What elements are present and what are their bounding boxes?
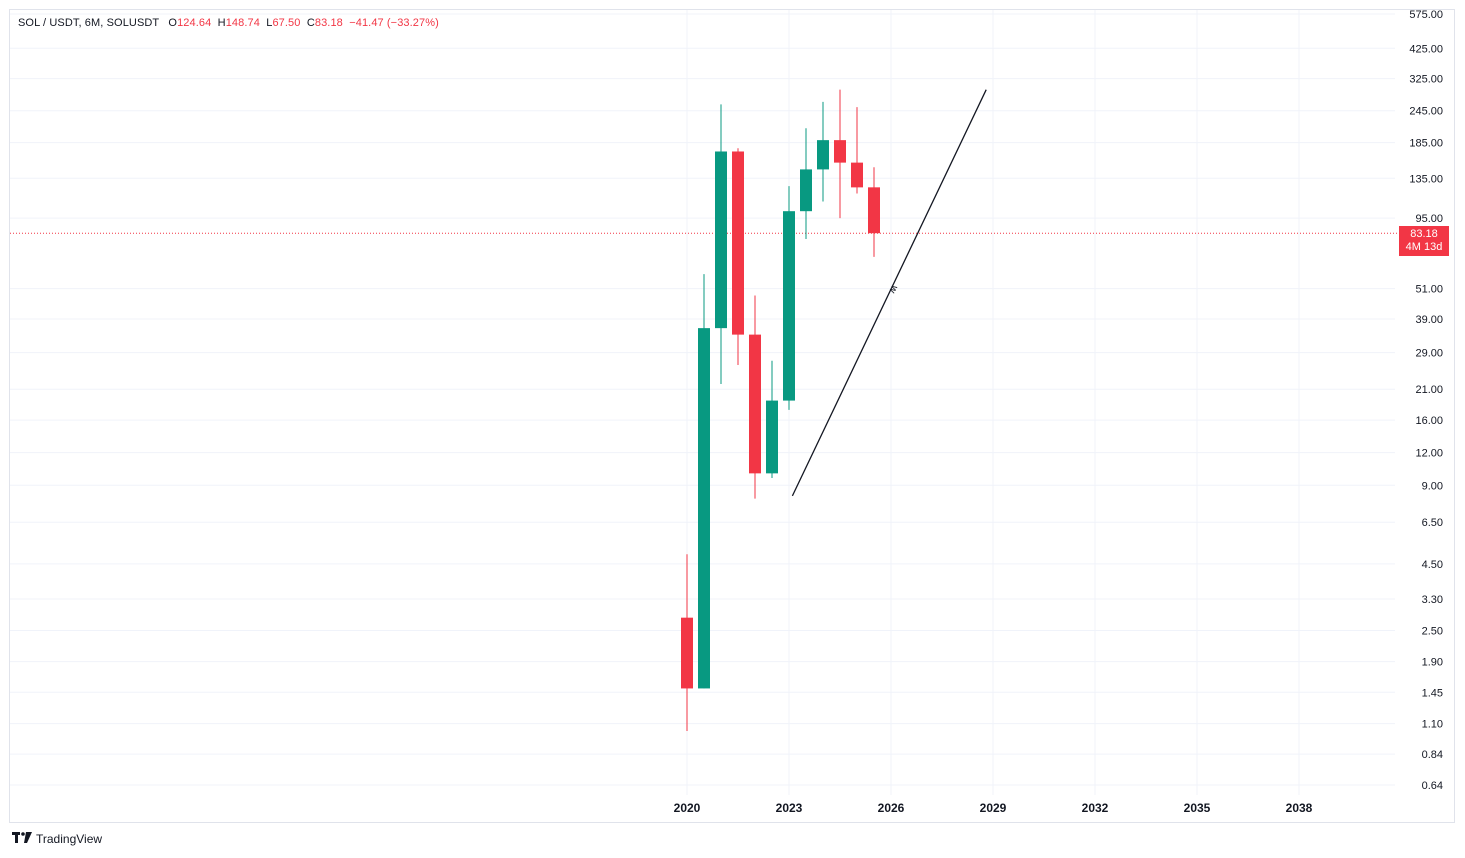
candle — [800, 128, 812, 240]
candle-body — [766, 400, 778, 474]
price-tick-label: 95.00 — [1415, 213, 1443, 225]
price-tick-label: 0.84 — [1422, 749, 1443, 761]
trendline[interactable] — [791, 89, 987, 497]
candle-body — [732, 151, 744, 335]
price-tick-label: 185.00 — [1409, 138, 1443, 150]
brand-name: TradingView — [36, 832, 103, 846]
close-label: C — [306, 17, 315, 29]
candle — [732, 148, 744, 366]
low-value: 67.50 — [272, 17, 301, 29]
candle — [681, 554, 693, 732]
price-tick-label: 135.00 — [1409, 173, 1443, 185]
time-tick-label: 2026 — [878, 801, 905, 815]
candles — [681, 89, 880, 732]
price-tick-label: 575.00 — [1409, 9, 1443, 21]
price-tick-label: 0.64 — [1422, 780, 1443, 792]
candle-body — [817, 140, 829, 170]
time-tick-label: 2020 — [674, 801, 701, 815]
price-tick-label: 4.50 — [1422, 559, 1443, 571]
open-label: O — [168, 17, 178, 29]
price-tick-label: 245.00 — [1409, 106, 1443, 118]
candle-body — [749, 334, 761, 474]
candle-body — [800, 169, 812, 212]
price-tick-label: 1.45 — [1422, 687, 1443, 699]
price-tick-label: 51.00 — [1415, 284, 1443, 296]
price-tick-label: 6.50 — [1422, 517, 1443, 529]
symbol-legend: SOL / USDT, 6M, SOLUSDT O124.64 H148.74 … — [18, 17, 439, 29]
candle — [766, 360, 778, 478]
symbol-name[interactable]: SOL / USDT, 6M, SOLUSDT — [18, 17, 160, 29]
current-price-badge: 83.18 4M 13d — [1399, 226, 1449, 257]
candle-body — [783, 211, 795, 401]
price-tick-label: 425.00 — [1409, 43, 1443, 55]
candle — [749, 295, 761, 499]
price-tick-label: 2.50 — [1422, 626, 1443, 638]
price-tick-label: 39.00 — [1415, 314, 1443, 326]
bar-countdown: 4M 13d — [1405, 241, 1443, 254]
candle — [817, 101, 829, 202]
candle — [868, 167, 880, 257]
price-axis[interactable]: 575.00 425.00 325.00 245.00 185.00 135.00 95.0… — [1409, 9, 1443, 792]
tradingview-brand[interactable]: TradingView — [12, 832, 102, 846]
current-price-value: 83.18 — [1410, 228, 1438, 241]
high-label: H — [217, 17, 226, 29]
time-tick-label: 2029 — [980, 801, 1007, 815]
candle-body — [715, 151, 727, 329]
chart-frame[interactable] — [9, 9, 1455, 823]
candle — [715, 104, 727, 384]
candle — [698, 274, 710, 689]
price-tick-label: 9.00 — [1422, 480, 1443, 492]
price-tick-label: 1.10 — [1422, 719, 1443, 731]
candle — [851, 107, 863, 194]
candle-body — [851, 162, 863, 188]
price-tick-label: 16.00 — [1415, 415, 1443, 427]
time-tick-label: 2032 — [1082, 801, 1109, 815]
time-tick-label: 2038 — [1286, 801, 1313, 815]
price-tick-label: 12.00 — [1415, 448, 1443, 460]
time-tick-label: 2023 — [776, 801, 803, 815]
price-tick-label: 325.00 — [1409, 74, 1443, 86]
price-tick-label: 3.30 — [1422, 594, 1443, 606]
low-label: L — [266, 17, 273, 29]
candle-body — [834, 140, 846, 163]
time-axis[interactable]: 2020 2023 2026 2029 2032 2035 2038 — [674, 801, 1313, 815]
candle-body — [681, 617, 693, 689]
change-value: −41.47 (−33.27%) — [349, 17, 439, 29]
open-value: 124.64 — [177, 17, 212, 29]
high-value: 148.74 — [225, 17, 260, 29]
candle — [783, 186, 795, 410]
price-tick-label: 29.00 — [1415, 348, 1443, 360]
price-tick-label: 1.90 — [1422, 657, 1443, 669]
tv-logo-icon — [12, 832, 32, 846]
close-value: 83.18 — [314, 17, 343, 29]
candle — [834, 89, 846, 219]
price-tick-label: 21.00 — [1415, 384, 1443, 396]
time-tick-label: 2035 — [1184, 801, 1211, 815]
candle-body — [868, 187, 880, 234]
candle-body — [698, 328, 710, 689]
